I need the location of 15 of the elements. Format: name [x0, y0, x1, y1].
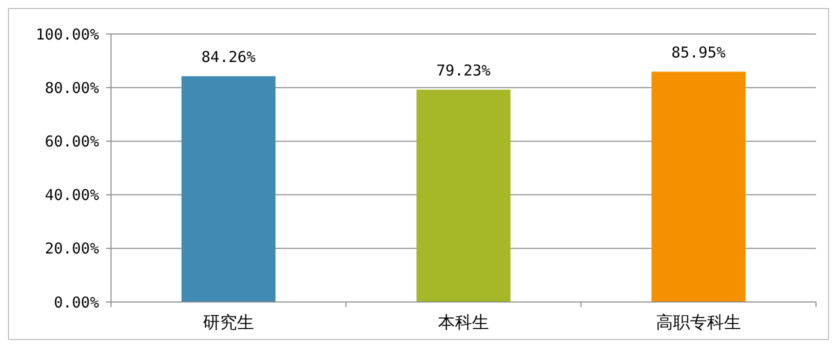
bar — [652, 72, 746, 302]
bar — [416, 90, 510, 302]
y-tick-label: 40.00% — [44, 186, 99, 204]
x-tick-label: 本科生 — [438, 313, 489, 333]
data-label: 85.95% — [671, 44, 726, 62]
y-tick-label: 20.00% — [44, 240, 99, 258]
y-tick-label: 60.00% — [44, 132, 99, 150]
y-tick-label: 100.00% — [36, 25, 99, 44]
y-tick-label: 80.00% — [44, 78, 99, 97]
x-tick-label: 高职专科生 — [656, 313, 741, 333]
data-label: 79.23% — [436, 62, 491, 80]
y-tick-label: 0.00% — [54, 293, 99, 312]
bar — [182, 76, 276, 302]
x-tick-label: 研究生 — [203, 313, 254, 333]
data-label: 84.26% — [201, 48, 256, 66]
